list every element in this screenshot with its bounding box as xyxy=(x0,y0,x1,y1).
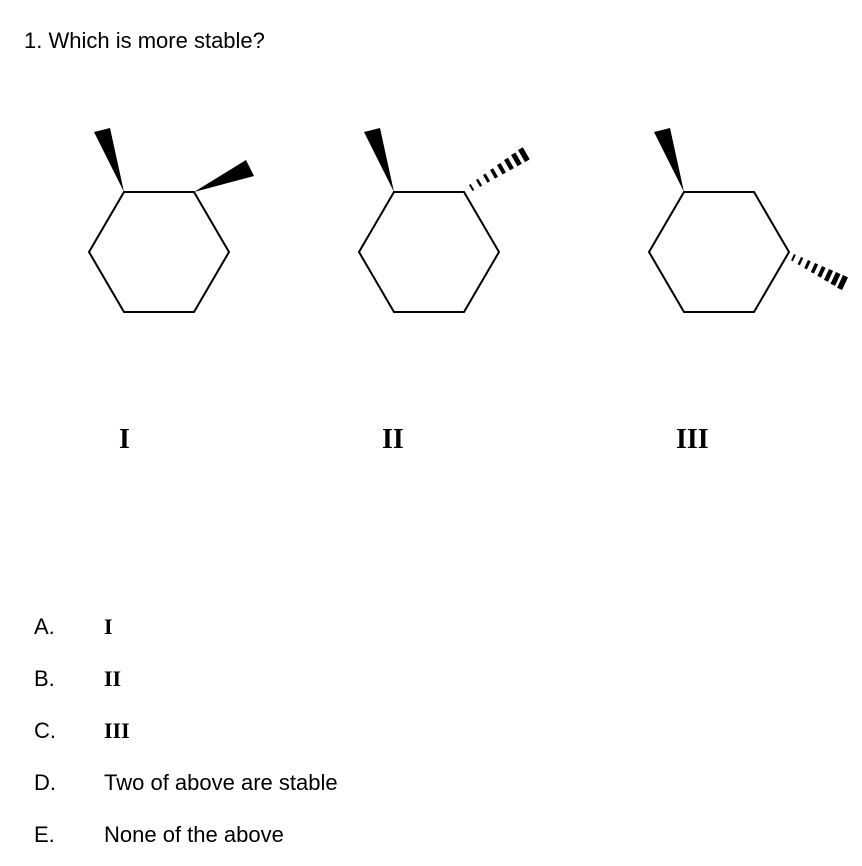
option-text: II xyxy=(104,666,121,692)
question-body: Which is more stable? xyxy=(48,28,264,53)
question-number: 1. xyxy=(24,28,42,53)
roman-III: III xyxy=(676,424,709,456)
roman-I: I xyxy=(119,424,130,456)
options-list: A. I B. II C. III D. Two of above are st… xyxy=(34,614,838,848)
option-text: III xyxy=(104,718,130,744)
page: 1. Which is more stable? xyxy=(0,0,862,866)
question-text: 1. Which is more stable? xyxy=(24,28,838,54)
option-D[interactable]: D. Two of above are stable xyxy=(34,770,838,796)
option-A[interactable]: A. I xyxy=(34,614,838,640)
roman-II: II xyxy=(382,424,404,456)
option-C[interactable]: C. III xyxy=(34,718,838,744)
option-letter: A. xyxy=(34,614,104,640)
structure-I xyxy=(54,114,264,364)
structure-I-svg xyxy=(54,114,264,364)
option-B[interactable]: B. II xyxy=(34,666,838,692)
structure-II-svg xyxy=(324,114,534,364)
option-text: None of the above xyxy=(104,822,284,848)
option-text: I xyxy=(104,614,113,640)
structure-III xyxy=(614,114,854,364)
structure-III-svg xyxy=(614,114,854,364)
option-letter: C. xyxy=(34,718,104,744)
structure-II xyxy=(324,114,534,364)
option-letter: D. xyxy=(34,770,104,796)
figures-row xyxy=(24,114,838,414)
option-text: Two of above are stable xyxy=(104,770,338,796)
option-letter: E. xyxy=(34,822,104,848)
option-E[interactable]: E. None of the above xyxy=(34,822,838,848)
roman-labels-row: I II III xyxy=(24,424,838,484)
option-letter: B. xyxy=(34,666,104,692)
